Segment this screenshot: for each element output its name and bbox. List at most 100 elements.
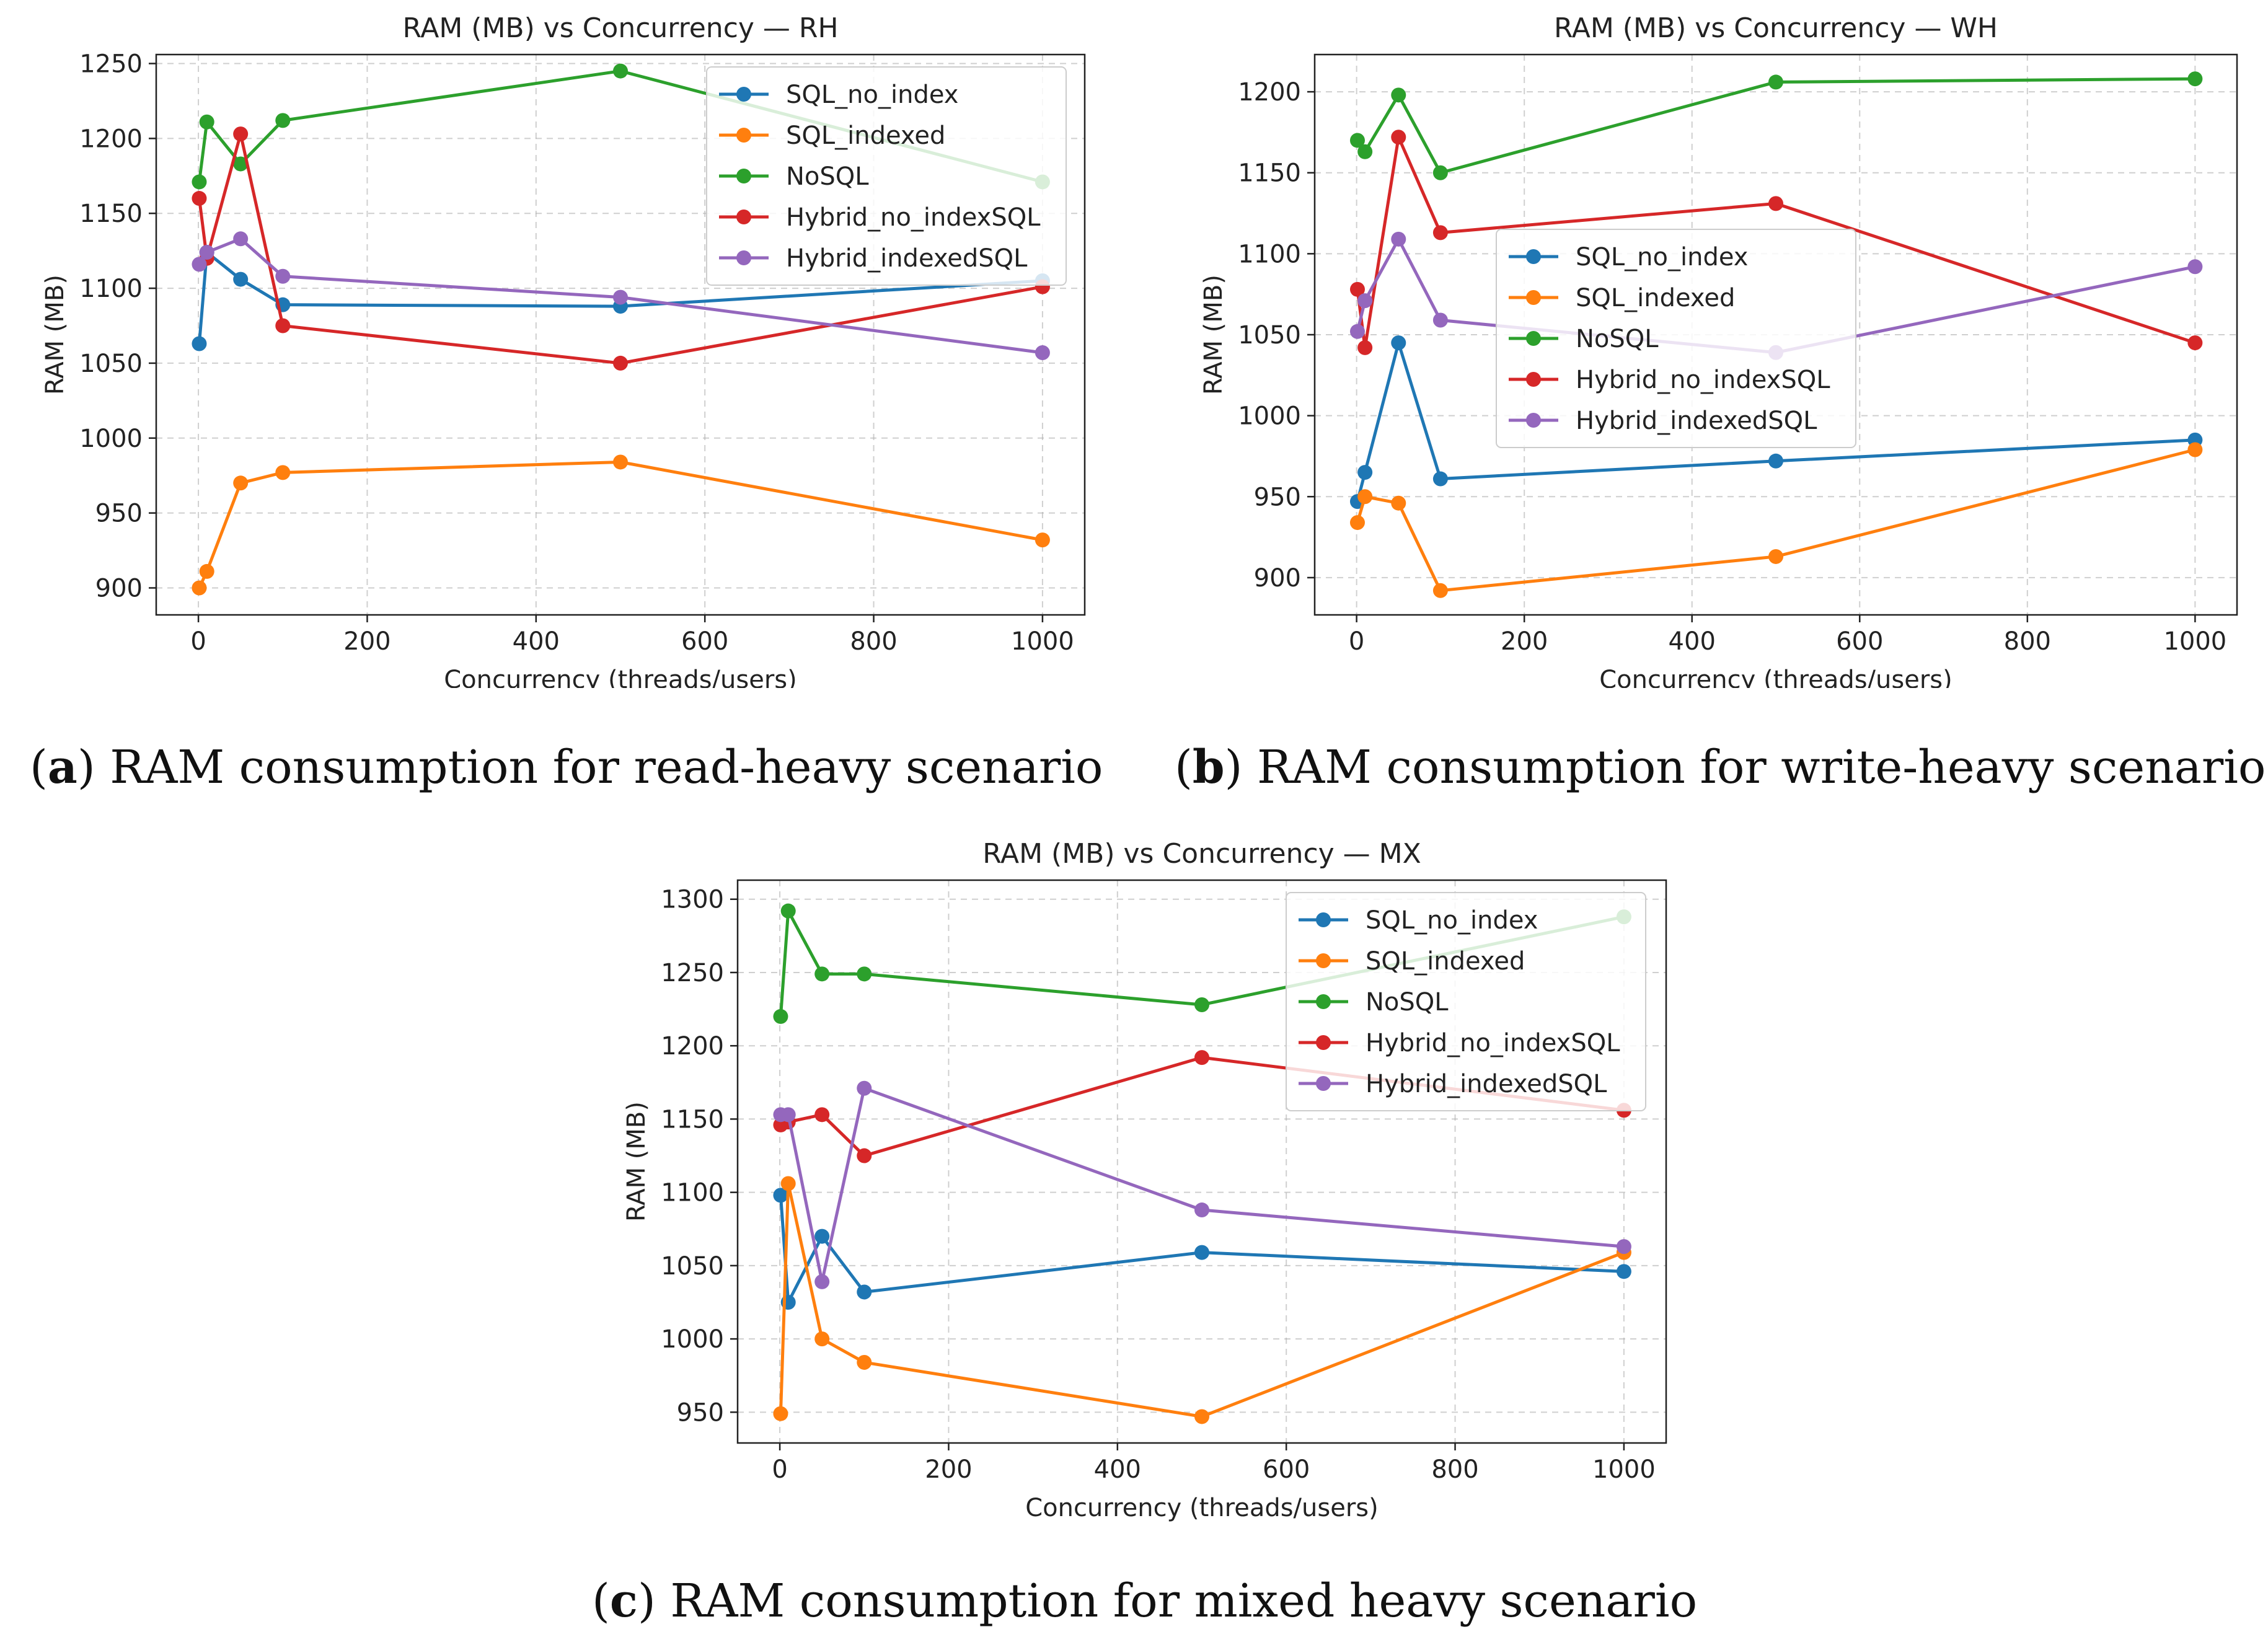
legend-marker [736, 87, 751, 102]
data-point-sql-indexed [1391, 495, 1406, 511]
legend-label: SQL_no_index [1366, 906, 1538, 935]
data-point-hybrid-indexedsql [780, 1107, 796, 1123]
x-tick-label: 600 [681, 627, 728, 656]
data-point-hybrid-no-indexsql [814, 1107, 830, 1123]
data-point-sql-indexed [773, 1406, 788, 1421]
y-tick-label: 900 [95, 574, 143, 602]
y-tick-label: 1150 [1238, 159, 1301, 188]
data-point-hybrid-indexedsql [1194, 1202, 1209, 1218]
data-point-hybrid-indexedsql [233, 231, 249, 247]
x-tick-label: 800 [1431, 1455, 1478, 1484]
chart-panel-wh: RAM (MB) vs Concurrency — WH 0 200 400 600 80… [1152, 0, 2268, 824]
y-tick-label: 1300 [661, 886, 724, 914]
data-point-sql-indexed [192, 580, 207, 596]
legend-marker [1526, 331, 1541, 346]
legend-label: SQL_indexed [786, 121, 945, 150]
data-point-nosql [2187, 71, 2203, 87]
series-line-nosql [1356, 77, 2195, 175]
data-point-nosql [1432, 165, 1448, 180]
x-axis-label: Concurrency (threads/users) [1599, 666, 1952, 688]
legend-marker [1316, 953, 1331, 968]
data-point-nosql [1357, 144, 1373, 159]
data-point-sql-no-index [1357, 465, 1373, 480]
data-point-nosql [1391, 87, 1406, 103]
chart-title: RAM (MB) vs Concurrency — MX [982, 838, 1421, 870]
y-tick-label: 950 [677, 1398, 724, 1427]
legend-marker [1316, 994, 1331, 1009]
legend-box [1496, 229, 1856, 448]
data-point-nosql [613, 63, 628, 79]
series-nosql [192, 63, 1050, 190]
y-tick-label: 1000 [661, 1325, 724, 1354]
legend: SQL_no_index SQL_indexed NoSQL Hybrid_no_in… [1496, 229, 1856, 448]
plot-frame [155, 53, 1086, 616]
data-point-sql-indexed [780, 1176, 796, 1191]
data-point-nosql [780, 903, 796, 919]
legend-marker [1526, 290, 1541, 305]
x-tick-label: 0 [190, 627, 206, 656]
legend-label: Hybrid_no_indexSQL [786, 203, 1041, 232]
series-sql-indexed [1349, 442, 2203, 598]
legend-label: Hybrid_no_indexSQL [1576, 366, 1830, 394]
legend-marker [1526, 372, 1541, 387]
data-point-hybrid-indexedsql [613, 289, 628, 305]
data-point-sql-indexed [2187, 442, 2203, 457]
data-point-nosql [192, 174, 207, 190]
data-point-hybrid-no-indexsql [233, 126, 249, 142]
data-point-sql-no-index [192, 336, 207, 351]
y-tick-label: 1050 [1238, 321, 1301, 350]
series-line-nosql [197, 69, 1043, 183]
x-tick-label: 800 [2004, 627, 2051, 656]
data-point-hybrid-no-indexsql [1349, 281, 1365, 297]
data-point-hybrid-indexedsql [192, 257, 207, 272]
data-point-hybrid-no-indexsql [1768, 196, 1783, 211]
x-axis-label: Concurrency (threads/users) [1025, 1494, 1378, 1522]
y-tick-label: 950 [1254, 483, 1301, 511]
data-point-nosql [1349, 133, 1365, 148]
legend-marker [736, 169, 751, 183]
y-tick-label: 1200 [661, 1032, 724, 1061]
data-point-sql-indexed [1194, 1409, 1209, 1424]
y-axis-label: RAM (MB) [622, 1101, 651, 1222]
data-point-sql-indexed [1035, 532, 1050, 548]
data-point-nosql [1194, 997, 1209, 1012]
data-point-sql-indexed [613, 454, 628, 470]
data-point-hybrid-no-indexsql [613, 355, 628, 371]
legend: SQL_no_index SQL_indexed NoSQL Hybrid_no_in… [706, 66, 1067, 286]
data-point-sql-no-index [773, 1188, 788, 1203]
data-point-hybrid-no-indexsql [1432, 225, 1448, 240]
data-point-sql-indexed [199, 563, 214, 579]
chart-panel-mx: RAM (MB) vs Concurrency — MX 0 200 400 600 80… [580, 833, 1695, 1650]
data-point-hybrid-indexedsql [1349, 324, 1365, 339]
data-point-sql-indexed [275, 465, 291, 480]
data-point-hybrid-indexedsql [1035, 345, 1050, 361]
data-point-sql-no-index [857, 1284, 872, 1300]
series-sql-indexed [192, 454, 1050, 596]
data-point-hybrid-indexedsql [1391, 231, 1406, 247]
legend-label: SQL_no_index [1576, 243, 1748, 271]
legend-marker [1526, 249, 1541, 264]
x-tick-label: 400 [513, 627, 560, 656]
data-point-sql-indexed [1357, 489, 1373, 505]
data-point-sql-indexed [1432, 583, 1448, 598]
legend-marker [1316, 1035, 1331, 1050]
data-point-hybrid-indexedsql [199, 245, 214, 260]
y-tick-label: 1000 [79, 425, 143, 453]
series-line-sql-indexed [1356, 448, 2195, 593]
data-point-nosql [814, 966, 830, 982]
x-tick-label: 400 [1669, 627, 1716, 656]
data-point-hybrid-indexedsql [814, 1274, 830, 1289]
data-point-hybrid-indexedsql [1432, 312, 1448, 328]
data-point-nosql [1768, 74, 1783, 90]
data-point-sql-no-index [1432, 471, 1448, 487]
series-line-hybrid-no-indexsql [1356, 135, 2196, 350]
legend-label: NoSQL [1366, 988, 1449, 1017]
series-line-sql-indexed [198, 460, 1043, 589]
y-axis-label: RAM (MB) [41, 275, 69, 395]
chart-wh: RAM (MB) vs Concurrency — WH 0 200 400 600 80… [1199, 12, 2238, 688]
y-tick-label: 1050 [79, 350, 143, 378]
legend-label: Hybrid_no_indexSQL [1366, 1029, 1620, 1057]
legend-label: SQL_no_index [786, 81, 958, 109]
legend-label: NoSQL [1576, 325, 1659, 353]
y-tick-label: 1250 [79, 50, 143, 79]
